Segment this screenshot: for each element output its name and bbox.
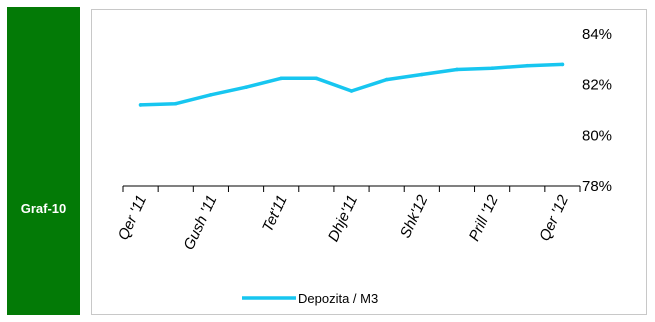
legend-label: Depozita / M3 xyxy=(298,291,378,306)
side-panel: Graf-10 xyxy=(7,7,80,315)
data-point xyxy=(209,93,213,97)
y-tick-label: 84% xyxy=(582,26,612,43)
chart-frame: 84% 82% 80% 78% Qer '11 Gush '11 Tet'11 Dhje'11… xyxy=(91,9,647,315)
series-line xyxy=(138,62,565,107)
x-tick-label: Gush '11 xyxy=(180,193,220,253)
data-point xyxy=(455,67,459,72)
line-chart: 84% 82% 80% 78% Qer '11 Gush '11 Tet'11 Dhje'11… xyxy=(115,26,612,306)
data-point xyxy=(420,72,424,77)
data-point xyxy=(314,76,319,81)
chart-id-label: Graf-10 xyxy=(20,201,67,216)
x-tick-label: Qer '11 xyxy=(115,193,151,243)
data-point xyxy=(279,76,283,81)
y-tick-label: 82% xyxy=(582,77,612,94)
x-tick-label: Tet'11 xyxy=(259,193,291,235)
y-tick-label: 78% xyxy=(582,178,612,195)
data-point xyxy=(244,85,248,89)
data-point xyxy=(384,77,389,82)
x-tick-label: Shk'12 xyxy=(397,192,432,241)
data-point xyxy=(138,103,143,107)
data-point xyxy=(173,101,178,106)
x-tick-label: Prill '12 xyxy=(466,192,502,244)
y-tick-label: 80% xyxy=(582,127,612,144)
x-tick-label: Dhje'11 xyxy=(325,193,361,245)
data-point xyxy=(349,89,354,93)
data-point xyxy=(560,62,565,67)
data-point xyxy=(525,63,530,68)
x-tick-label: Qer '12 xyxy=(536,192,572,244)
data-point xyxy=(490,66,494,70)
